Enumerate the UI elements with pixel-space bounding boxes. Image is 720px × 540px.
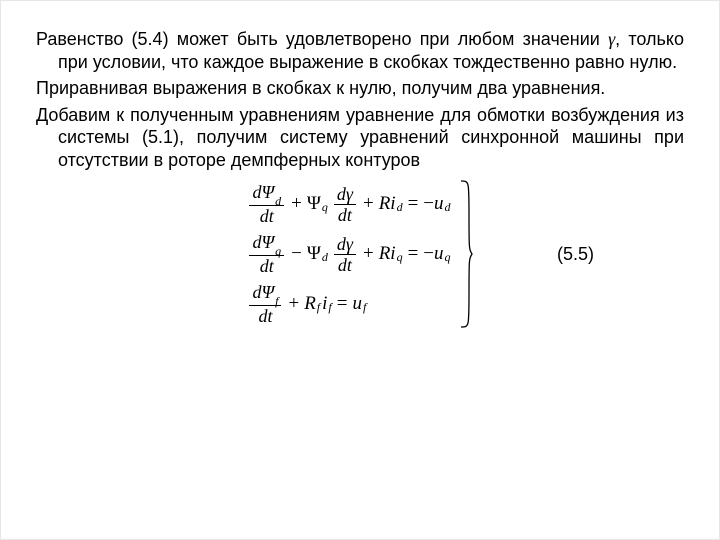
u-sub: d	[445, 200, 451, 215]
right-brace	[459, 179, 473, 329]
p1-part-a: Равенство (5.4) может быть удовлетворено…	[36, 29, 608, 49]
op-plus-2: +	[363, 193, 374, 215]
eq-sign: =	[408, 243, 419, 265]
u-sub: q	[445, 250, 451, 265]
num-text: dΨ	[252, 282, 274, 302]
num-sub: d	[275, 194, 281, 208]
psi-d-sub: d	[322, 250, 328, 265]
paragraph-2: Приравнивая выражения в скобках к нулю, …	[36, 77, 684, 100]
paragraph-3: Добавим к полученным уравнениям уравнени…	[36, 104, 684, 172]
slide: Равенство (5.4) может быть удовлетворено…	[0, 0, 720, 540]
equation-block: dΨd dt + Ψq dγ dt + Rid = −ud	[247, 179, 472, 329]
eq-sign: =	[337, 293, 348, 315]
op-plus: +	[288, 293, 299, 315]
i: i	[390, 193, 395, 215]
num-text: dΨ	[252, 232, 274, 252]
op-minus: −	[291, 243, 302, 265]
i: i	[322, 293, 327, 315]
psi-d: Ψ	[307, 243, 321, 265]
num-sub: f	[275, 294, 278, 308]
psi-q-sub: q	[322, 200, 328, 215]
i-sub: d	[397, 200, 403, 215]
psi-q: Ψ	[307, 193, 321, 215]
u: u	[352, 293, 362, 315]
u-sub: f	[363, 300, 366, 315]
num-text: dγ	[334, 235, 356, 253]
neg: −	[423, 193, 434, 215]
num-text: dΨ	[252, 182, 274, 202]
frac-dgamma-dt-1: dγ dt	[334, 185, 356, 224]
equation-line-3: dΨf dt + Rf if = uf	[247, 279, 450, 329]
den-text: dt	[335, 256, 355, 274]
i: i	[390, 243, 395, 265]
den-text: dt	[257, 257, 277, 275]
frac-dPsi-q-dt: dΨq dt	[249, 233, 284, 276]
R-sub: f	[317, 300, 320, 315]
eq-sign: =	[408, 193, 419, 215]
R: R	[379, 193, 391, 215]
den-text: dt	[257, 207, 277, 225]
num-text: dγ	[334, 185, 356, 203]
u: u	[434, 243, 444, 265]
equation-line-2: dΨq dt − Ψd dγ dt + Riq = −uq	[247, 229, 450, 279]
op-plus: +	[291, 193, 302, 215]
R: R	[379, 243, 391, 265]
op-plus-2: +	[363, 243, 374, 265]
equation-system: dΨd dt + Ψq dγ dt + Rid = −ud	[36, 179, 684, 329]
equation-lines: dΨd dt + Ψq dγ dt + Rid = −ud	[247, 179, 458, 329]
equation-number: (5.5)	[557, 244, 594, 265]
u: u	[434, 193, 444, 215]
R: R	[304, 293, 316, 315]
equation-line-1: dΨd dt + Ψq dγ dt + Rid = −ud	[247, 179, 450, 229]
frac-dgamma-dt-2: dγ dt	[334, 235, 356, 274]
frac-dPsi-f-dt: dΨf dt	[249, 283, 281, 326]
den-text: dt	[255, 307, 275, 325]
den-text: dt	[335, 206, 355, 224]
i-sub: q	[397, 250, 403, 265]
paragraph-1: Равенство (5.4) может быть удовлетворено…	[36, 28, 684, 73]
i-sub: f	[328, 300, 331, 315]
frac-dPsi-d-dt: dΨd dt	[249, 183, 284, 226]
num-sub: q	[275, 244, 281, 258]
neg: −	[423, 243, 434, 265]
